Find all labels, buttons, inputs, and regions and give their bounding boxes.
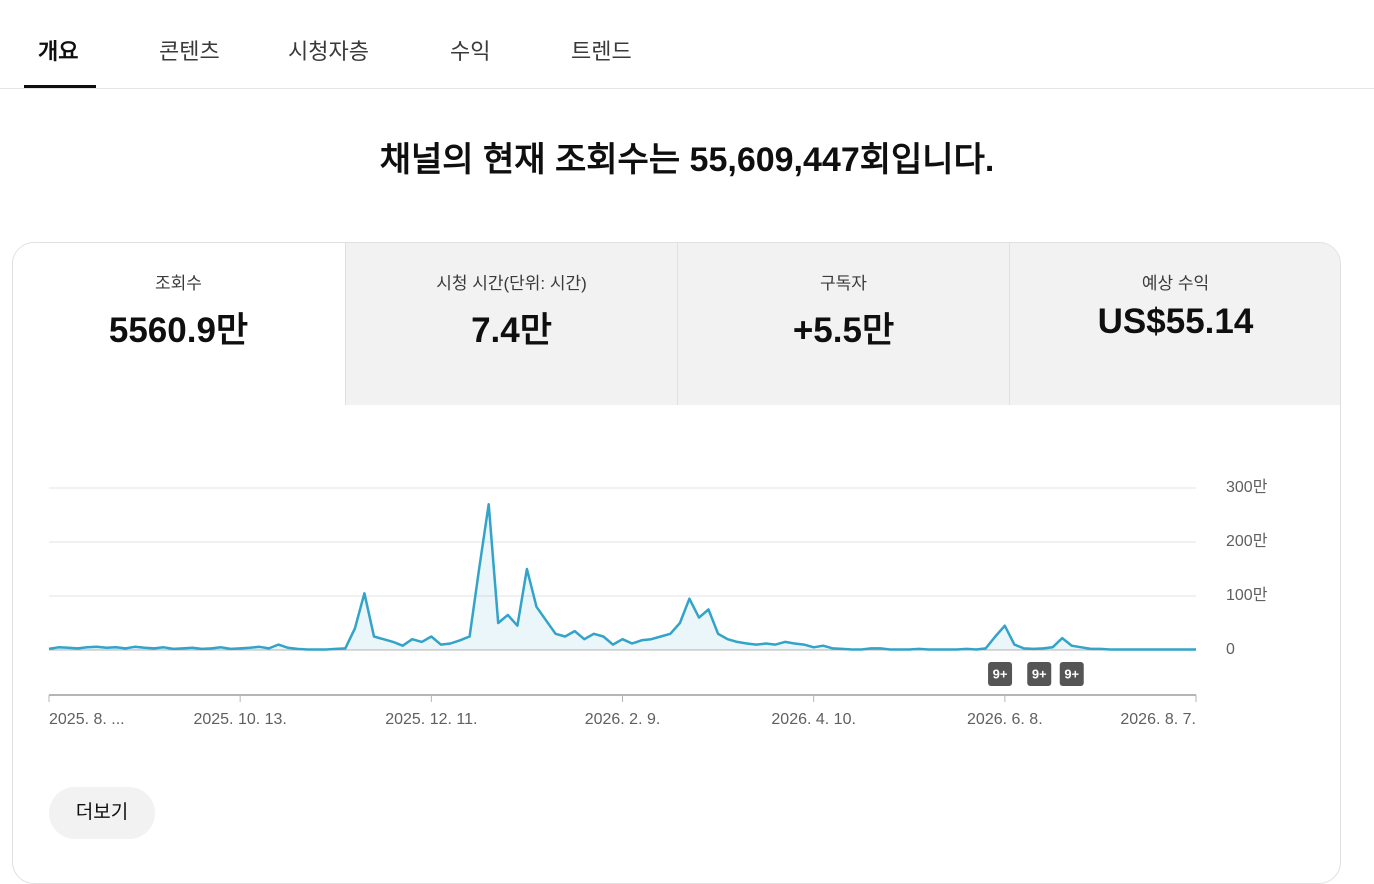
tab[interactable]: 콘텐츠 bbox=[159, 39, 220, 64]
metric-value: 5560.9만 bbox=[108, 311, 249, 350]
tab-underline bbox=[24, 85, 96, 88]
annotation-badge bbox=[988, 662, 1013, 686]
x-tick-label: 2026. 4. 10. bbox=[771, 711, 856, 728]
metric-tab[interactable]: 구독자 +5.5만 bbox=[677, 243, 1009, 405]
y-tick-label: 0 bbox=[1226, 641, 1235, 658]
tab-bar: 개요 콘텐츠 시청자층 수익 트렌드 bbox=[0, 0, 1374, 89]
x-tick-label: 2026. 6. 8. bbox=[967, 711, 1043, 728]
y-tick-label: 300만 bbox=[1226, 478, 1268, 496]
y-tick-label: 100만 bbox=[1226, 586, 1268, 604]
metrics-card: 조회수 5560.9만 시청 시간(단위: 시간) 7.4만 구독자 +5.5만 예상… bbox=[12, 242, 1341, 884]
tab[interactable]: 수익 bbox=[450, 39, 491, 64]
line bbox=[48, 502, 1196, 651]
metric-tab[interactable]: 예상 수익 US$55.14 bbox=[1009, 243, 1340, 405]
tab[interactable]: 개요 bbox=[38, 39, 79, 64]
annotation-label: 9+ bbox=[1064, 666, 1079, 681]
y-tick-label: 200만 bbox=[1226, 532, 1268, 550]
annotation-label: 9+ bbox=[1032, 666, 1047, 681]
more-button[interactable]: 더보기 bbox=[49, 787, 155, 839]
metric-value: 7.4만 bbox=[471, 311, 552, 350]
annotation-badge bbox=[1059, 662, 1084, 686]
metric-label: 시청 시간(단위: 시간) bbox=[436, 274, 587, 293]
area-fill bbox=[49, 504, 1196, 650]
annotation-label: 9+ bbox=[993, 666, 1008, 681]
x-tick-label: 2026. 2. 9. bbox=[585, 711, 661, 728]
chart: 0 100만 200만 300만 2025. 8. ... 2025. 10. 13. 20… bbox=[48, 478, 1268, 728]
metric-tab[interactable]: 조회수 5560.9만 bbox=[13, 243, 344, 405]
metric-tab[interactable]: 시청 시간(단위: 시간) 7.4만 bbox=[345, 243, 677, 405]
metric-label: 조회수 bbox=[155, 274, 202, 293]
metric-label: 구독자 bbox=[820, 274, 867, 293]
tab[interactable]: 트렌드 bbox=[571, 39, 632, 64]
metric-label: 예상 수익 bbox=[1141, 274, 1210, 293]
x-tick-label: 2025. 12. 11. bbox=[385, 711, 477, 728]
x-tick-label: 2025. 8. ... bbox=[49, 711, 125, 728]
metric-value: +5.5만 bbox=[792, 311, 895, 350]
x-tick-label: 2025. 10. 13. bbox=[193, 711, 286, 728]
annotation-badge bbox=[1027, 662, 1052, 686]
headline: 채널의 현재 조회수는 55,609,447회입니다. bbox=[379, 141, 995, 179]
tab[interactable]: 시청자층 bbox=[288, 39, 369, 64]
x-tick-label: 2026. 8. 7. bbox=[1120, 711, 1196, 728]
metric-value: US$55.14 bbox=[1097, 302, 1254, 341]
